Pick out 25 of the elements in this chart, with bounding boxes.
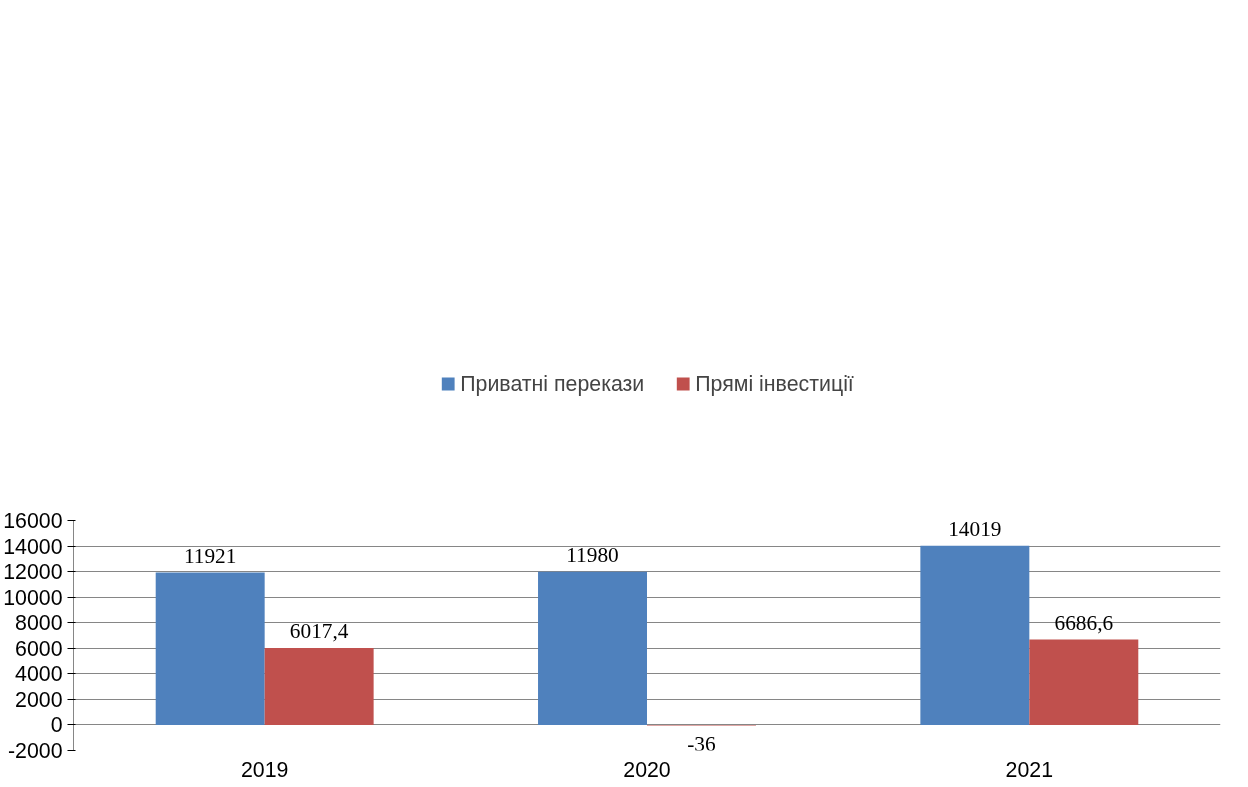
legend-label: Прямі інвестиції <box>695 371 854 397</box>
bar <box>920 545 1030 725</box>
y-tick-label: 2000 <box>15 687 63 712</box>
y-tick-label: 6000 <box>15 636 63 661</box>
x-tick-label: 2021 <box>1005 757 1054 782</box>
bar <box>538 571 647 725</box>
data-label: 11980 <box>566 542 619 567</box>
y-tick-label: 10000 <box>3 585 63 610</box>
bar <box>264 648 374 725</box>
y-tick-label: 12000 <box>3 560 63 585</box>
y-tick-label: 0 <box>50 713 63 738</box>
y-tick-label: 4000 <box>15 662 63 687</box>
data-label: 6017,4 <box>289 619 349 644</box>
data-label: 14019 <box>948 516 1002 541</box>
y-tick-label: 8000 <box>15 611 63 636</box>
x-tick-label: 2019 <box>240 757 289 782</box>
data-label: 6686,6 <box>1054 610 1114 635</box>
y-tick-label: 14000 <box>3 534 63 559</box>
bar <box>155 572 265 725</box>
y-tick-label: 16000 <box>3 509 63 533</box>
y-tick-label: -2000 <box>7 739 63 763</box>
bar <box>1029 639 1139 725</box>
data-label: 11921 <box>183 543 237 568</box>
x-tick-label: 2020 <box>623 757 671 782</box>
legend-label: Приватні перекази <box>460 371 645 397</box>
